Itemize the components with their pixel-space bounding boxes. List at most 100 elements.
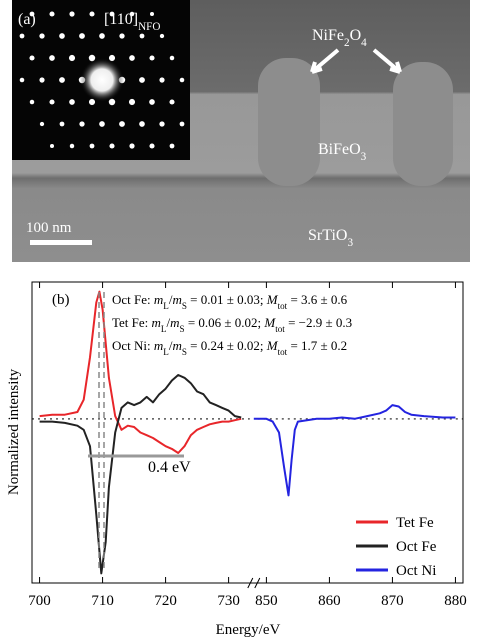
spot (39, 77, 44, 82)
text-run: m (172, 292, 181, 307)
pillar (393, 62, 453, 186)
spot (169, 99, 174, 104)
central-spot (80, 58, 124, 102)
spot (70, 144, 74, 148)
spot (180, 78, 185, 83)
text-run: = 0.01 ± 0.03; (187, 292, 267, 307)
text-run: 3 (361, 151, 367, 163)
scale-bar-label: 100 nm (26, 220, 72, 236)
x-tick-label: 700 (28, 593, 51, 609)
annotation: Oct Fe: mL/mS = 0.01 ± 0.03; Mtot = 3.6 … (112, 292, 348, 311)
spot (30, 100, 35, 105)
x-tick-label: 710 (91, 593, 114, 609)
y-axis-label: Normalized intensity (6, 368, 22, 495)
spot (49, 55, 55, 61)
text-run: Tet Fe: (112, 315, 152, 330)
spot (90, 144, 95, 149)
spot (60, 122, 65, 127)
text-run: NFO (138, 21, 160, 33)
spot (119, 33, 124, 38)
spot (29, 55, 34, 60)
text-run: Oct Ni: (112, 338, 154, 353)
spot (149, 143, 154, 148)
text-run: = 0.24 ± 0.02; (187, 338, 267, 353)
spot (20, 78, 25, 83)
x-tick-label: 860 (318, 593, 341, 609)
text-run: m (152, 315, 161, 330)
spot (159, 77, 164, 82)
spot (109, 143, 114, 148)
spot (59, 33, 65, 39)
text-run: O (350, 27, 362, 44)
series-line (40, 375, 242, 573)
spot (99, 33, 105, 39)
spot (69, 99, 75, 105)
text-run: BiFeO (318, 141, 361, 158)
text-run: = 3.6 ± 0.6 (287, 292, 347, 307)
x-tick-label: 720 (154, 593, 177, 609)
annotation: Oct Ni: mL/mS = 0.24 ± 0.02; Mtot = 1.7 … (112, 338, 347, 357)
scale-bar (30, 240, 92, 245)
tem-image: (a) [110]NFO NiFe2O4 BiFeO3 SrTiO3 100 n… (12, 0, 470, 262)
panel-label: (b) (52, 292, 70, 308)
annotation: Tet Fe: mL/mS = 0.06 ± 0.02; Mtot = −2.9… (112, 315, 352, 334)
spot (129, 143, 134, 148)
text-run: m (154, 338, 163, 353)
spot (170, 144, 175, 149)
text-run: = 0.06 ± 0.02; (185, 315, 265, 330)
legend-label: Oct Fe (396, 539, 437, 555)
text-run: tot (275, 324, 285, 334)
spot (159, 121, 164, 126)
spot (40, 122, 44, 126)
spot (119, 121, 125, 127)
spot (39, 33, 44, 38)
figure: (a) [110]NFO NiFe2O4 BiFeO3 SrTiO3 100 n… (0, 0, 482, 640)
spot (149, 99, 155, 105)
spot (149, 55, 154, 60)
spot (140, 34, 145, 39)
spot (180, 122, 185, 127)
text-run: m (170, 315, 179, 330)
spot (50, 144, 54, 148)
text-run: NiFe (312, 27, 344, 44)
panel-label: (a) (18, 11, 36, 28)
spot (79, 33, 85, 39)
legend-label: Oct Ni (396, 563, 436, 579)
text-run: m (172, 338, 181, 353)
x-tick-label: 730 (217, 593, 240, 609)
pillar (258, 58, 320, 186)
spot (99, 121, 105, 127)
spot (79, 121, 84, 126)
text-run: m (154, 292, 163, 307)
text-run: [110] (104, 11, 138, 28)
text-run: 4 (361, 37, 367, 49)
spot (49, 11, 54, 16)
text-run: tot (278, 301, 288, 311)
text-run: SrTiO (308, 227, 347, 244)
text-run: 3 (347, 237, 353, 249)
text-run: Oct Fe: (112, 292, 154, 307)
spot (20, 34, 25, 39)
text-run: tot (278, 347, 288, 357)
legend-label: Tet Fe (396, 515, 434, 531)
x-tick-label: 870 (381, 593, 404, 609)
splitting-label: 0.4 eV (148, 459, 191, 476)
series-line (254, 405, 456, 495)
x-tick-label: 880 (444, 593, 467, 609)
spot (170, 56, 175, 61)
chart: 700 710 720 730 850 860 870 880 Oct Fe: mL/mS = … (28, 282, 466, 609)
spot (139, 77, 145, 83)
text-run: = 1.7 ± 0.2 (287, 338, 347, 353)
spot (160, 34, 164, 38)
spot (129, 55, 135, 61)
spot (129, 99, 135, 105)
spot (59, 77, 65, 83)
x-tick-label: 850 (255, 593, 278, 609)
spot (150, 12, 154, 16)
text-run: = −2.9 ± 0.3 (285, 315, 352, 330)
spot (69, 55, 75, 61)
spot (89, 11, 94, 16)
spot (69, 11, 74, 16)
x-axis-label: Energy/eV (216, 622, 281, 638)
spot (139, 121, 145, 127)
